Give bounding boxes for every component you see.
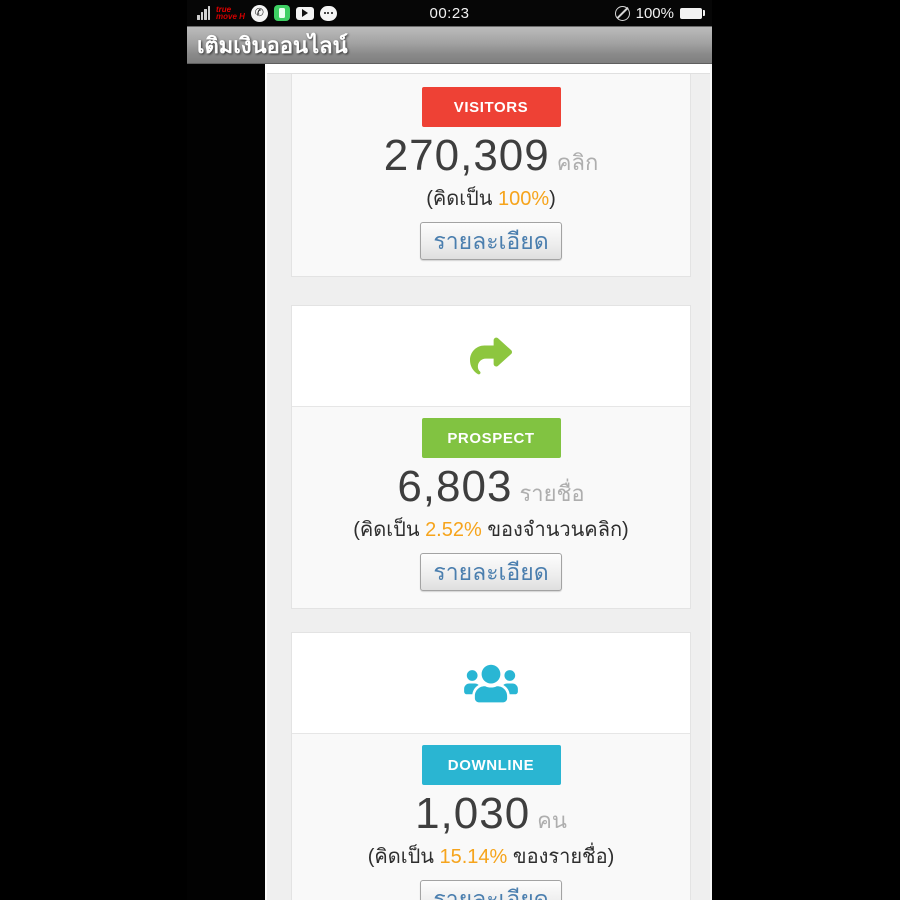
mute-icon <box>614 5 630 21</box>
carrier-logo: true move H <box>216 5 245 21</box>
green-app-icon <box>273 5 290 21</box>
visitors-percent-suffix: ) <box>549 188 556 210</box>
visitors-value: 270,309 <box>383 131 550 180</box>
users-icon <box>464 664 518 702</box>
phone-screen: true move H ✆ 00:23 100% เติมเงินออนไลน์… <box>187 0 712 900</box>
visitors-percent-value: 100% <box>497 188 550 210</box>
battery-percent: 100% <box>635 4 674 22</box>
visitors-percent-prefix: (คิดเป็น <box>426 188 498 210</box>
card-downline: DOWNLINE 1,030 คน (คิดเป็น 15.14% ของรายช… <box>291 632 691 900</box>
youtube-icon <box>295 6 314 20</box>
app-body: VISITORS 270,309 คลิก (คิดเป็น 100%) รายล… <box>187 64 712 900</box>
visitors-percent-row: (คิดเป็น 100%) <box>292 182 690 214</box>
visitors-unit: คลิก <box>556 150 599 175</box>
prospect-percent-suffix: ของจำนวนคลิก) <box>481 519 629 541</box>
downline-unit: คน <box>537 808 567 833</box>
share-arrow-icon <box>470 337 512 375</box>
downline-value: 1,030 <box>415 789 531 838</box>
prospect-badge: PROSPECT <box>421 418 561 458</box>
prospect-unit: รายชื่อ <box>519 481 585 506</box>
battery-icon <box>680 7 705 19</box>
chat-bubble-icon <box>319 5 337 21</box>
whatsapp-icon: ✆ <box>250 4 268 22</box>
prospect-icon-section <box>292 306 690 407</box>
visitors-badge: VISITORS <box>421 87 561 127</box>
prospect-percent-row: (คิดเป็น 2.52% ของจำนวนคลิก) <box>292 513 690 545</box>
downline-icon-section <box>292 633 690 734</box>
left-black-panel <box>187 64 265 900</box>
prospect-percent-value: 2.52% <box>425 519 482 541</box>
visitors-card-icon-section-remnant <box>267 64 710 74</box>
downline-percent-prefix: (คิดเป็น <box>367 846 440 868</box>
downline-badge: DOWNLINE <box>421 745 561 785</box>
visitors-stats: VISITORS 270,309 คลิก (คิดเป็น 100%) รายล… <box>292 74 690 276</box>
downline-percent-value: 15.14% <box>439 846 508 868</box>
status-time: 00:23 <box>429 4 470 22</box>
card-visitors: VISITORS 270,309 คลิก (คิดเป็น 100%) รายล… <box>291 74 691 277</box>
downline-value-row: 1,030 คน <box>292 789 690 839</box>
prospect-stats: PROSPECT 6,803 รายชื่อ (คิดเป็น 2.52% ของ… <box>292 407 690 608</box>
prospect-detail-button[interactable]: รายละเอียด <box>420 553 562 591</box>
visitors-detail-button[interactable]: รายละเอียด <box>420 222 562 260</box>
downline-percent-suffix: ของรายชื่อ) <box>507 846 615 868</box>
content-scroll-area[interactable]: VISITORS 270,309 คลิก (คิดเป็น 100%) รายล… <box>265 64 712 900</box>
downline-stats: DOWNLINE 1,030 คน (คิดเป็น 15.14% ของรายช… <box>292 734 690 900</box>
downline-percent-row: (คิดเป็น 15.14% ของรายชื่อ) <box>292 840 690 872</box>
prospect-value: 6,803 <box>397 462 513 511</box>
card-prospect: PROSPECT 6,803 รายชื่อ (คิดเป็น 2.52% ของ… <box>291 305 691 609</box>
status-bar-right: 100% <box>614 4 705 22</box>
signal-icon <box>197 6 210 20</box>
page-title: เติมเงินออนไลน์ <box>197 32 348 58</box>
prospect-value-row: 6,803 รายชื่อ <box>292 462 690 512</box>
visitors-value-row: 270,309 คลิก <box>292 131 690 181</box>
status-bar-left: true move H ✆ <box>197 4 337 22</box>
prospect-percent-prefix: (คิดเป็น <box>353 519 426 541</box>
downline-detail-button[interactable]: รายละเอียด <box>420 880 562 900</box>
carrier-line1: true <box>216 5 232 14</box>
app-title-bar: เติมเงินออนไลน์ <box>187 26 712 64</box>
carrier-line2: move H <box>216 12 245 21</box>
status-bar: true move H ✆ 00:23 100% <box>187 0 712 26</box>
